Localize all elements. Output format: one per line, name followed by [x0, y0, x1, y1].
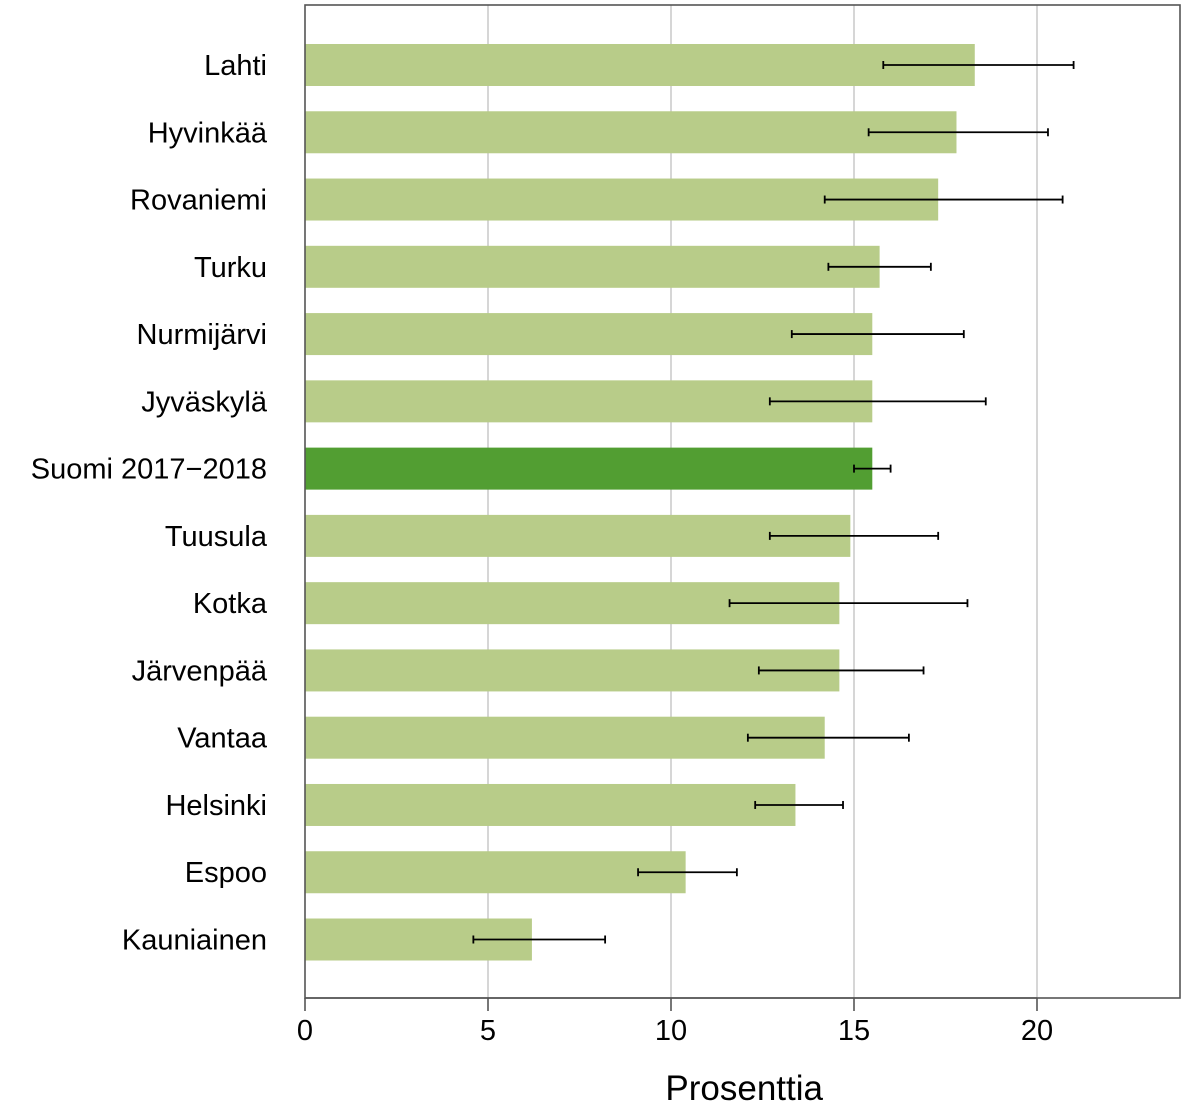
category-label: Turku [194, 252, 267, 284]
bars [305, 44, 975, 961]
bar [305, 783, 796, 826]
category-label: Suomi 2017−2018 [31, 454, 267, 486]
category-label: Kotka [193, 588, 268, 620]
category-label: Espoo [185, 857, 267, 889]
error-bar [882, 61, 1075, 69]
bar [305, 851, 686, 894]
category-label: Tuusula [165, 521, 268, 553]
error-bar [768, 531, 940, 540]
error-bar [823, 195, 1064, 204]
error-bar [757, 666, 925, 675]
error-bar [790, 330, 965, 339]
x-tick-label: 20 [1021, 1015, 1053, 1047]
error-bar [754, 800, 844, 809]
category-label: Järvenpää [132, 655, 268, 687]
error-bar [768, 397, 987, 406]
category-label: Nurmijärvi [137, 319, 268, 351]
x-tick-label: 5 [480, 1015, 496, 1047]
category-label: Lahti [204, 50, 267, 82]
bar [305, 514, 851, 557]
category-label: Hyvinkää [148, 117, 268, 149]
error-bar [637, 868, 738, 877]
bar-highlight [305, 447, 873, 490]
category-labels: Lahti Hyvinkää Rovaniemi Turku Nurmijärvi Jyv… [31, 50, 268, 957]
category-label: Helsinki [165, 790, 267, 822]
bar [305, 44, 975, 86]
bar [305, 716, 825, 759]
category-label: Jyväskylä [141, 386, 268, 418]
plot-frame [304, 4, 1181, 999]
x-tick-label: 10 [655, 1015, 687, 1047]
error-bar [827, 262, 932, 271]
x-tick-label: 0 [297, 1015, 313, 1047]
grid-lines [487, 5, 1038, 998]
x-axis-title: Prosenttia [665, 1069, 823, 1108]
error-bar [472, 935, 607, 944]
bar [305, 649, 840, 692]
x-tick-label: 15 [838, 1015, 870, 1047]
bar [305, 313, 873, 356]
error-bar [728, 599, 969, 608]
error-bar [746, 733, 910, 742]
error-bar [853, 464, 892, 473]
bar [305, 245, 880, 288]
error-bars [472, 61, 1075, 944]
bar [305, 111, 957, 154]
error-bar [867, 128, 1049, 137]
category-label: Rovaniemi [130, 185, 267, 217]
category-label: Kauniainen [122, 925, 267, 957]
category-label: Vantaa [177, 723, 268, 755]
x-axis: 0 5 10 15 20 [297, 997, 1053, 1047]
